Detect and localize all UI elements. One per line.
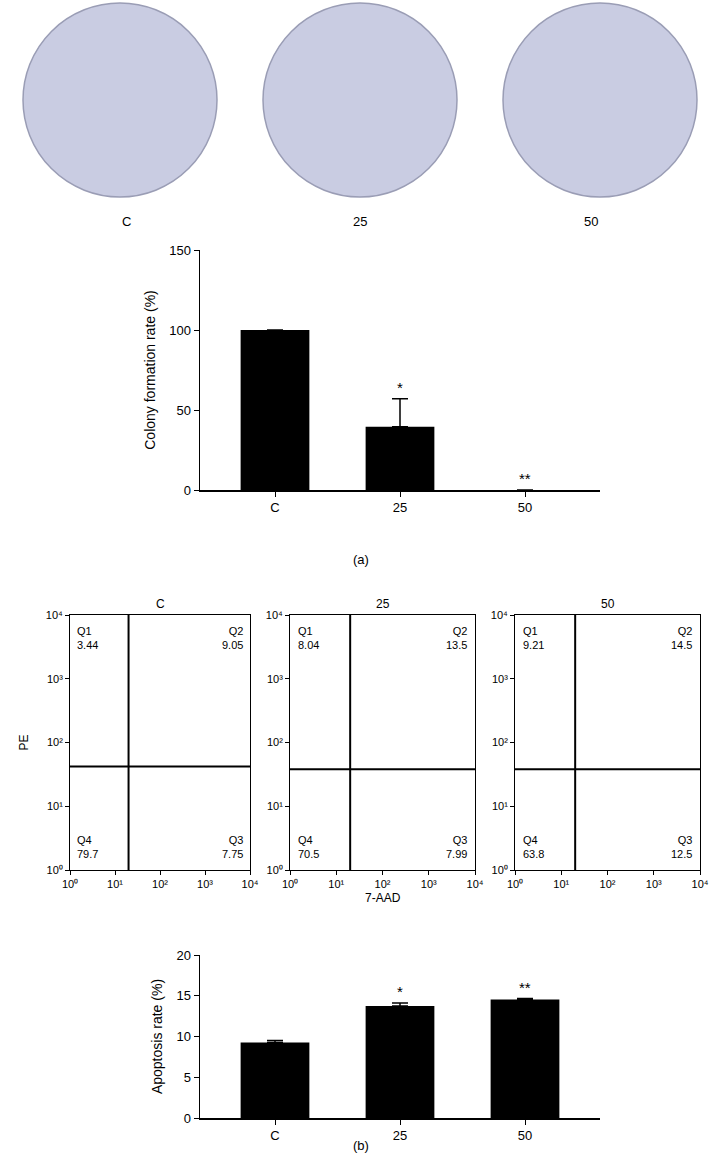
svg-text:*: * bbox=[397, 379, 403, 396]
svg-text:10²: 10² bbox=[152, 878, 168, 890]
svg-text:10²: 10² bbox=[47, 736, 63, 748]
svg-text:10³: 10³ bbox=[267, 673, 283, 685]
svg-text:10⁴: 10⁴ bbox=[242, 878, 259, 890]
svg-text:7-AAD: 7-AAD bbox=[365, 891, 401, 905]
svg-text:10: 10 bbox=[176, 1029, 190, 1044]
svg-text:10²: 10² bbox=[267, 736, 283, 748]
svg-text:10²: 10² bbox=[600, 878, 616, 890]
svg-text:*: * bbox=[397, 983, 403, 1000]
svg-text:(a): (a) bbox=[353, 552, 369, 567]
svg-text:Q214.5: Q214.5 bbox=[671, 625, 692, 651]
svg-text:10⁰: 10⁰ bbox=[47, 864, 63, 876]
svg-text:Q29.05: Q29.05 bbox=[222, 625, 243, 651]
svg-text:0: 0 bbox=[184, 1111, 191, 1126]
svg-text:50: 50 bbox=[584, 214, 598, 229]
svg-text:C: C bbox=[270, 500, 279, 515]
svg-text:**: ** bbox=[519, 979, 531, 996]
svg-text:10³: 10³ bbox=[197, 878, 213, 890]
svg-text:10³: 10³ bbox=[646, 878, 662, 890]
svg-text:10³: 10³ bbox=[421, 878, 437, 890]
svg-text:25: 25 bbox=[393, 1128, 407, 1143]
svg-text:Q37.99: Q37.99 bbox=[446, 834, 467, 860]
svg-text:Q13.44: Q13.44 bbox=[77, 625, 98, 651]
svg-text:10⁴: 10⁴ bbox=[692, 878, 709, 890]
svg-text:10⁰: 10⁰ bbox=[282, 878, 298, 890]
svg-text:Colony formation rate (%): Colony formation rate (%) bbox=[142, 290, 158, 450]
svg-text:10⁰: 10⁰ bbox=[267, 864, 283, 876]
svg-text:10³: 10³ bbox=[492, 673, 508, 685]
svg-text:C: C bbox=[156, 597, 165, 611]
svg-text:20: 20 bbox=[176, 948, 190, 963]
svg-text:Apoptosis rate (%): Apoptosis rate (%) bbox=[149, 979, 165, 1094]
svg-text:10⁴: 10⁴ bbox=[46, 609, 63, 621]
svg-text:10¹: 10¹ bbox=[47, 800, 63, 812]
svg-text:50: 50 bbox=[601, 597, 615, 611]
svg-text:10⁰: 10⁰ bbox=[62, 878, 78, 890]
svg-text:25: 25 bbox=[393, 500, 407, 515]
svg-text:Q213.5: Q213.5 bbox=[446, 625, 467, 651]
svg-text:10³: 10³ bbox=[47, 673, 63, 685]
svg-text:10¹: 10¹ bbox=[553, 878, 569, 890]
svg-text:25: 25 bbox=[353, 214, 367, 229]
svg-text:10¹: 10¹ bbox=[267, 800, 283, 812]
svg-text:Q312.5: Q312.5 bbox=[671, 834, 692, 860]
svg-text:10²: 10² bbox=[375, 878, 391, 890]
svg-text:10¹: 10¹ bbox=[328, 878, 344, 890]
svg-text:10¹: 10¹ bbox=[492, 800, 508, 812]
svg-text:25: 25 bbox=[376, 597, 390, 611]
svg-text:C: C bbox=[270, 1128, 279, 1143]
svg-text:10⁰: 10⁰ bbox=[507, 878, 523, 890]
svg-text:PE: PE bbox=[17, 734, 31, 750]
svg-text:0: 0 bbox=[184, 483, 191, 498]
svg-text:10²: 10² bbox=[492, 736, 508, 748]
svg-text:Q470.5: Q470.5 bbox=[298, 834, 319, 860]
svg-text:10⁴: 10⁴ bbox=[467, 878, 484, 890]
svg-text:50: 50 bbox=[176, 403, 190, 418]
svg-text:50: 50 bbox=[518, 500, 532, 515]
svg-text:100: 100 bbox=[169, 323, 191, 338]
svg-text:15: 15 bbox=[176, 988, 190, 1003]
svg-text:5: 5 bbox=[184, 1070, 191, 1085]
svg-text:150: 150 bbox=[169, 243, 191, 258]
svg-text:10¹: 10¹ bbox=[107, 878, 123, 890]
svg-text:Q18.04: Q18.04 bbox=[298, 625, 319, 651]
svg-text:Q37.75: Q37.75 bbox=[222, 834, 243, 860]
svg-text:50: 50 bbox=[518, 1128, 532, 1143]
svg-text:Q463.8: Q463.8 bbox=[523, 834, 544, 860]
svg-text:Q19.21: Q19.21 bbox=[523, 625, 544, 651]
svg-text:10⁴: 10⁴ bbox=[266, 609, 283, 621]
svg-text:Q479.7: Q479.7 bbox=[77, 834, 98, 860]
svg-text:C: C bbox=[122, 214, 131, 229]
svg-text:10⁴: 10⁴ bbox=[491, 609, 508, 621]
svg-text:**: ** bbox=[519, 470, 531, 487]
svg-text:10⁰: 10⁰ bbox=[492, 864, 508, 876]
svg-text:(b): (b) bbox=[353, 1138, 369, 1153]
